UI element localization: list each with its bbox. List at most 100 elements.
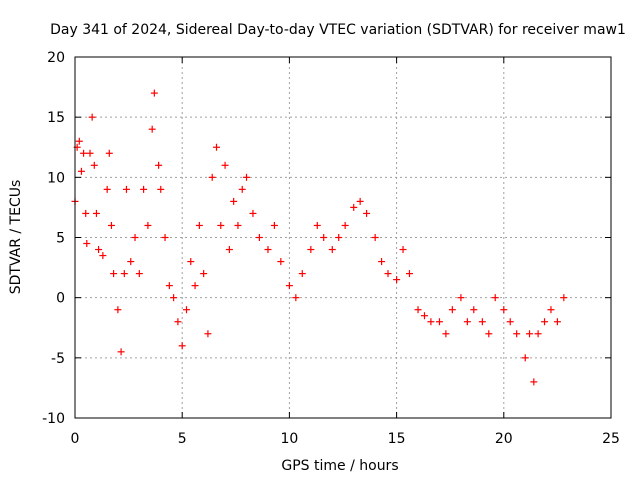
grid-lines — [75, 57, 611, 418]
data-point — [478, 318, 486, 326]
data-point — [320, 234, 328, 241]
x-tick-label: 25 — [602, 431, 620, 447]
data-point — [107, 221, 115, 229]
data-points — [71, 89, 568, 386]
data-point — [350, 203, 358, 211]
data-point — [80, 149, 88, 157]
data-point — [435, 318, 443, 326]
data-point — [328, 246, 336, 254]
y-axis-ticks: -10 -5 0 5 10 15 20 — [42, 50, 611, 427]
x-tick-label: 10 — [280, 431, 298, 447]
data-point — [230, 197, 238, 205]
data-point — [457, 294, 465, 302]
data-point — [442, 330, 450, 338]
data-point — [553, 318, 561, 326]
data-point — [513, 330, 521, 338]
data-point — [155, 161, 163, 169]
data-point — [90, 161, 98, 169]
data-point — [150, 89, 158, 97]
data-point — [238, 185, 246, 193]
data-point — [135, 270, 143, 278]
data-point — [83, 240, 91, 248]
y-tick-label: -5 — [51, 351, 65, 367]
data-point — [122, 185, 130, 193]
data-point — [371, 234, 379, 241]
data-point — [103, 185, 111, 193]
data-point — [356, 197, 364, 205]
data-point — [225, 246, 233, 254]
data-point — [560, 294, 568, 302]
data-point — [363, 209, 371, 217]
data-point — [127, 258, 135, 266]
data-point — [298, 270, 306, 278]
data-point — [174, 318, 182, 326]
data-point — [131, 234, 139, 241]
data-point — [393, 276, 401, 284]
data-point — [161, 234, 169, 241]
data-point — [307, 246, 315, 254]
data-point — [448, 306, 456, 314]
y-axis-label: SDTVAR / TECUs — [8, 180, 24, 295]
data-point — [521, 354, 529, 362]
data-point — [191, 282, 199, 290]
data-point — [213, 143, 221, 151]
data-point — [530, 378, 538, 386]
y-tick-label: 5 — [56, 231, 65, 247]
y-tick-label: 20 — [47, 50, 65, 66]
data-point — [341, 221, 349, 229]
data-point — [500, 306, 508, 314]
x-tick-label: 15 — [388, 431, 406, 447]
y-tick-label: 15 — [47, 110, 65, 126]
data-point — [463, 318, 471, 326]
data-point — [270, 221, 278, 229]
data-point — [187, 258, 195, 266]
data-point — [82, 209, 90, 217]
data-point — [491, 294, 499, 302]
data-point — [120, 270, 128, 278]
data-point — [217, 221, 225, 229]
data-point — [88, 113, 96, 121]
data-point — [277, 258, 285, 266]
data-point — [470, 306, 478, 314]
x-tick-label: 20 — [495, 431, 513, 447]
y-tick-label: 0 — [56, 291, 65, 307]
data-point — [292, 294, 300, 302]
data-point — [114, 306, 122, 314]
data-point — [157, 185, 165, 193]
x-axis-label: GPS time / hours — [281, 458, 398, 474]
data-point — [95, 246, 103, 254]
data-point — [414, 306, 422, 314]
data-point — [75, 137, 83, 145]
data-point — [378, 258, 386, 266]
data-point — [178, 342, 186, 350]
data-point — [208, 173, 216, 181]
x-axis-ticks: 0 5 10 15 20 25 — [71, 57, 620, 447]
y-tick-label: 10 — [47, 170, 65, 186]
y-tick-label: -10 — [42, 411, 65, 427]
data-point — [405, 270, 413, 278]
data-point — [221, 161, 229, 169]
chart-title: Day 341 of 2024, Sidereal Day-to-day VTE… — [50, 22, 626, 38]
data-point — [204, 330, 212, 338]
data-point — [427, 318, 435, 326]
data-point — [86, 149, 94, 157]
data-point — [117, 348, 125, 356]
data-point — [547, 306, 555, 314]
data-point — [92, 209, 100, 217]
data-point — [399, 246, 407, 254]
data-point — [105, 149, 113, 157]
data-point — [485, 330, 493, 338]
data-point — [285, 282, 293, 290]
data-point — [200, 270, 208, 278]
data-point — [195, 221, 203, 229]
data-point — [534, 330, 542, 338]
data-point — [148, 125, 156, 133]
data-point — [313, 221, 321, 229]
data-point — [506, 318, 514, 326]
data-point — [255, 234, 263, 241]
data-point — [99, 252, 107, 260]
x-tick-label: 5 — [178, 431, 187, 447]
data-point — [110, 270, 118, 278]
